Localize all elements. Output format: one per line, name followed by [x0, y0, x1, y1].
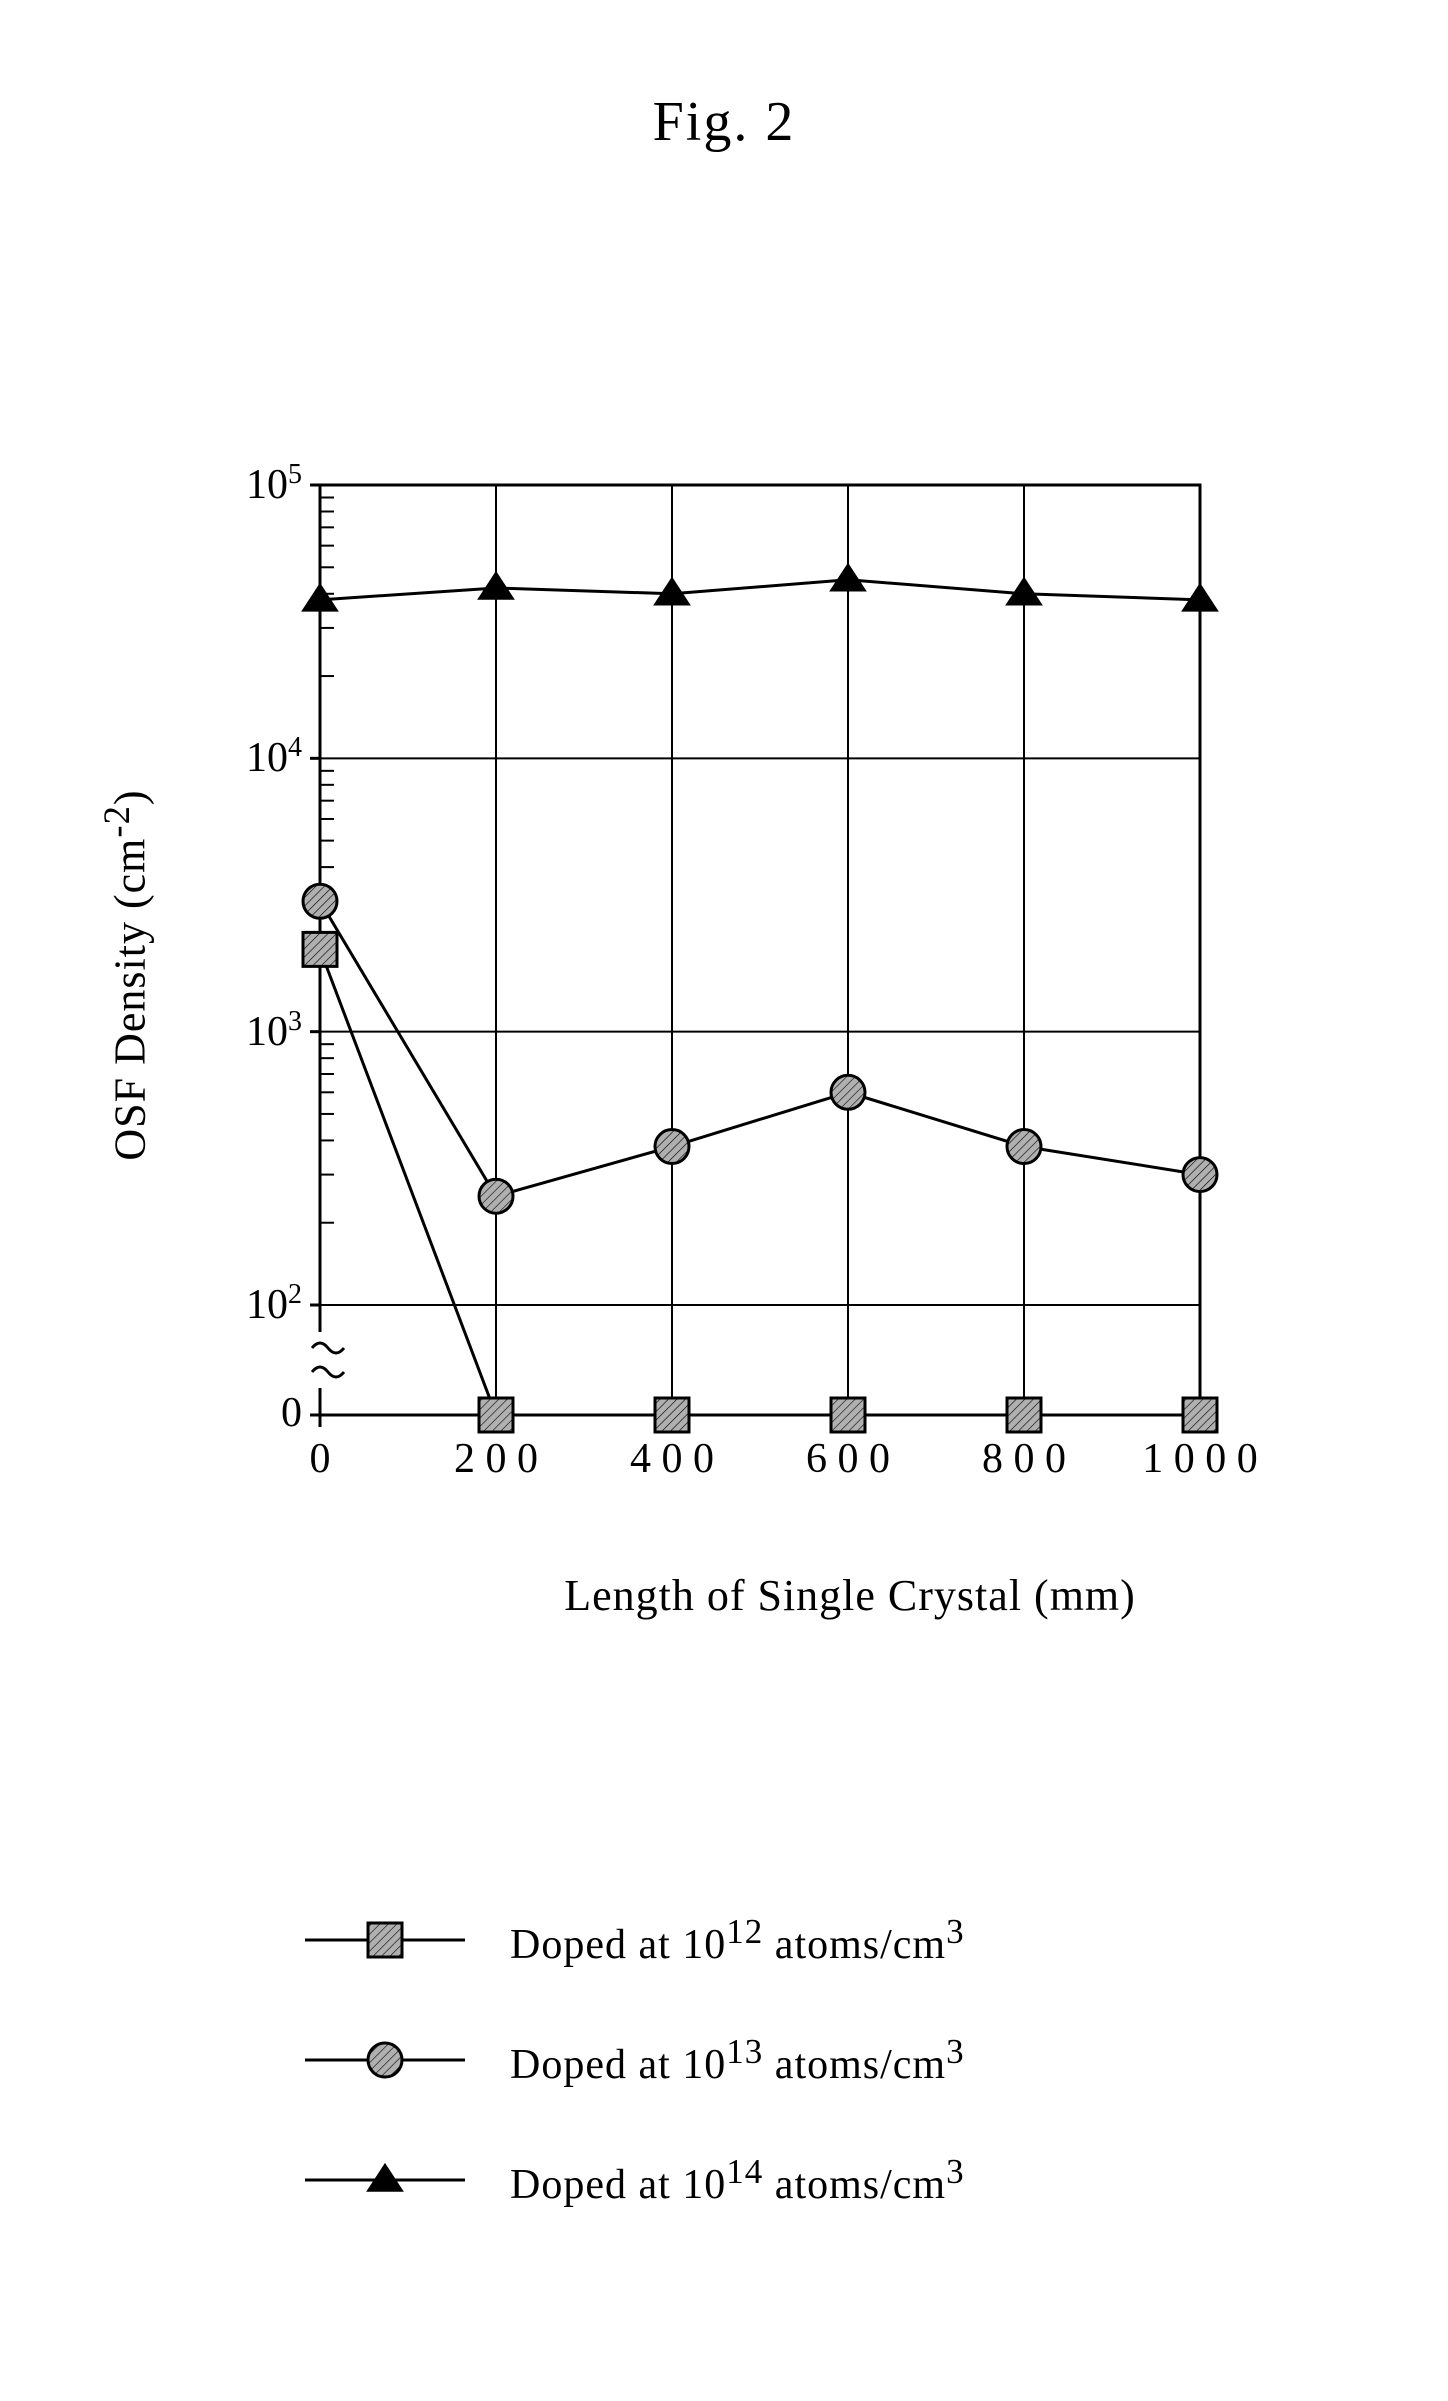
x-tick-label: 4 0 0: [612, 1435, 732, 1483]
y-tick-label: 105: [162, 459, 302, 509]
y-axis-label: OSF Density (cm-2): [95, 475, 155, 1475]
x-axis-label: Length of Single Crystal (mm): [400, 1570, 1300, 1621]
legend-label: Doped at 1014 atoms/cm3: [510, 2152, 965, 2209]
legend-item: Doped at 1013 atoms/cm3: [300, 2000, 1300, 2120]
x-tick-label: 2 0 0: [436, 1435, 556, 1483]
legend-symbol-square: [300, 1910, 470, 1970]
y-tick-label: 0: [162, 1389, 302, 1437]
legend-item: Doped at 1012 atoms/cm3: [300, 1880, 1300, 2000]
chart: [260, 475, 1220, 1475]
legend-label: Doped at 1012 atoms/cm3: [510, 1912, 965, 1969]
y-tick-label: 102: [162, 1279, 302, 1329]
x-tick-label: 8 0 0: [964, 1435, 1084, 1483]
x-tick-label: 6 0 0: [788, 1435, 908, 1483]
x-tick-label: 1 0 0 0: [1140, 1435, 1260, 1483]
x-tick-label: 0: [260, 1435, 380, 1483]
y-tick-label: 104: [162, 732, 302, 782]
legend-symbol-circle: [300, 2030, 470, 2090]
page: Fig. 2 OSF Density (cm-2) 0102103104105 …: [0, 0, 1448, 2401]
legend-item: Doped at 1014 atoms/cm3: [300, 2120, 1300, 2240]
y-tick-label: 103: [162, 1006, 302, 1056]
chart-svg: [260, 475, 1220, 1475]
legend-label: Doped at 1013 atoms/cm3: [510, 2032, 965, 2089]
legend-symbol-triangle: [300, 2150, 470, 2210]
figure-title: Fig. 2: [0, 90, 1448, 154]
legend: Doped at 1012 atoms/cm3 Doped at 1013 at…: [300, 1880, 1300, 2240]
